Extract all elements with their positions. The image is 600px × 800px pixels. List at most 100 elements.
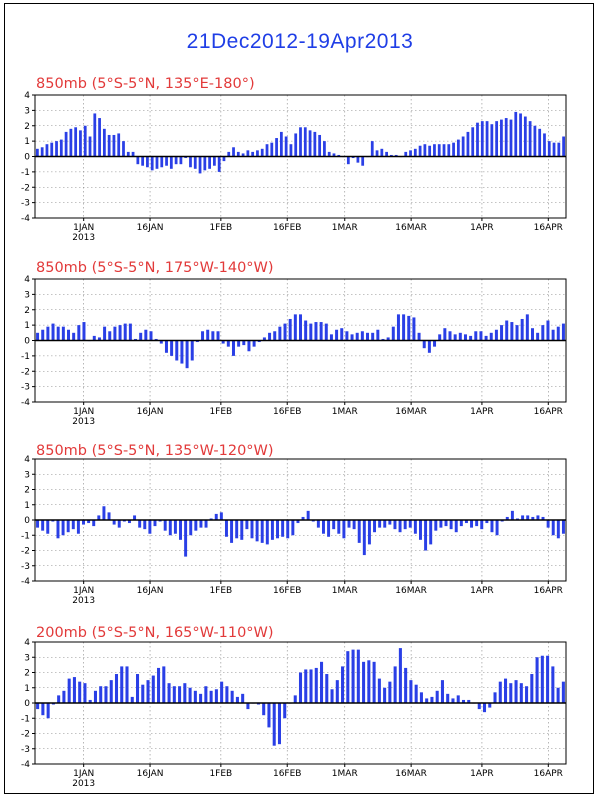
panel2-bar: [185, 340, 189, 369]
panel2-bar: [396, 314, 400, 341]
panel3-bar: [71, 520, 75, 530]
panel2-bar: [407, 315, 411, 341]
panel3-title: 850mb (5°S-5°N, 135°W-120°W): [36, 443, 274, 459]
panel1-bar: [303, 127, 307, 157]
panel2-bar: [144, 329, 148, 341]
panel3-ytick-label: -3: [21, 562, 30, 572]
panel2-bar: [257, 340, 261, 343]
panel2-bar: [46, 326, 50, 341]
panel4-bar: [482, 703, 487, 713]
panel3-bar: [322, 520, 325, 534]
panel2-bar: [123, 323, 127, 341]
panel2-xtick-label: 1MAR: [332, 407, 358, 417]
panel1-bar: [504, 118, 508, 157]
panel4-bar: [220, 681, 224, 703]
panel1-bar: [189, 156, 192, 168]
panel1-bar: [519, 113, 522, 157]
panel3-bar: [148, 520, 152, 534]
panel2-title: 850mb (5°S-5°N, 175°W-140°W): [36, 260, 274, 276]
panel4-bar: [283, 703, 287, 719]
panel1-year-label: 2013: [72, 233, 95, 243]
panel2-bar: [433, 340, 437, 347]
panel2-ytick-label: -3: [21, 383, 30, 393]
panel3-bar: [510, 510, 514, 520]
panel3-bar: [357, 520, 361, 543]
panel4-bar: [162, 666, 166, 703]
panel3-bar: [327, 520, 331, 537]
panel2-bar: [170, 340, 174, 356]
panel1-bar: [346, 156, 350, 165]
panel4-bar: [341, 666, 345, 703]
panel4-xtick-label: 1MAR: [332, 769, 358, 779]
panel1-bar: [323, 141, 326, 157]
panel1-bar: [112, 134, 116, 157]
panel1-ytick-label: 0: [24, 153, 30, 163]
panel1-bar: [485, 121, 489, 157]
panel3-bar: [526, 515, 530, 520]
panel1-bar: [409, 150, 412, 157]
panel3-bar: [291, 520, 295, 536]
panel1-bar: [131, 151, 135, 157]
panel2-bar: [149, 331, 153, 341]
panel2-bar: [288, 318, 292, 341]
panel3-bar: [490, 520, 494, 533]
panel3-bar: [204, 520, 208, 528]
panel4-bar: [530, 674, 534, 703]
panel1-ytick-label: 2: [24, 122, 30, 132]
panel1-bar: [294, 133, 298, 157]
panel2-bar: [77, 325, 81, 341]
panel1-bar: [528, 121, 532, 157]
panel2-bar: [329, 334, 333, 341]
panel1-bar: [126, 151, 130, 157]
panel1-bar: [256, 150, 259, 157]
panel1-bar: [265, 144, 269, 157]
panel4-xtick-label: 16JAN: [137, 769, 164, 779]
panel1-bar: [547, 141, 551, 157]
panel3-bar: [122, 520, 126, 522]
panel1-xtick-label: 1MAR: [332, 223, 358, 233]
panel2-ytick-label: -4: [21, 398, 30, 408]
panel2-bar: [340, 328, 344, 341]
panel3-bar: [168, 520, 172, 536]
panel1-xtick-label: 16MAR: [395, 223, 427, 233]
panel3-xtick-label: 16FEB: [273, 586, 302, 596]
panel2-bar: [551, 329, 555, 341]
panel3-bar: [184, 520, 188, 557]
panel4-xtick-label: 16FEB: [273, 769, 302, 779]
panel2-bar: [92, 335, 96, 341]
panel2-bar: [448, 331, 452, 341]
panel1-bar: [490, 124, 494, 157]
panel3-bar: [199, 520, 203, 528]
panel3-bar: [316, 520, 320, 528]
panel2-bar: [41, 329, 45, 341]
panel3-bar: [393, 520, 397, 530]
panel2-bar: [154, 338, 158, 341]
panel2-ytick-label: -2: [21, 367, 30, 377]
panel4-ytick-label: -3: [21, 745, 30, 755]
panel2-bar: [386, 337, 390, 341]
panel1-xtick-label: 16JAN: [137, 223, 164, 233]
panel3-xtick-label: 1JAN: [73, 586, 94, 596]
panel4-bar: [540, 655, 544, 703]
panel3-bar: [87, 520, 91, 524]
panel1-bar: [270, 142, 274, 157]
panel2-bar: [231, 340, 235, 356]
panel1-bar: [136, 156, 140, 165]
panel1-bar: [476, 122, 479, 157]
panel3-xtick-label: 16MAR: [395, 586, 427, 596]
panel3-bar: [311, 520, 315, 522]
panel1-bar: [433, 144, 436, 157]
panel2-bar: [190, 340, 194, 361]
panel3-bar: [383, 520, 387, 528]
panel1-title: 850mb (5°S-5°N, 135°E-180°): [36, 76, 255, 92]
panel2-bar: [371, 332, 375, 341]
panel1-bar: [562, 136, 565, 157]
panel2-bar: [515, 325, 519, 341]
panel1-bar: [351, 156, 355, 159]
panel4-bar: [467, 699, 471, 703]
panel3-bar: [444, 520, 448, 527]
panel4-xtick-label: 1APR: [470, 769, 494, 779]
panel1-bar: [193, 156, 197, 169]
panel4-bar: [183, 683, 187, 703]
panel2-xtick-label: 1JAN: [73, 407, 94, 417]
